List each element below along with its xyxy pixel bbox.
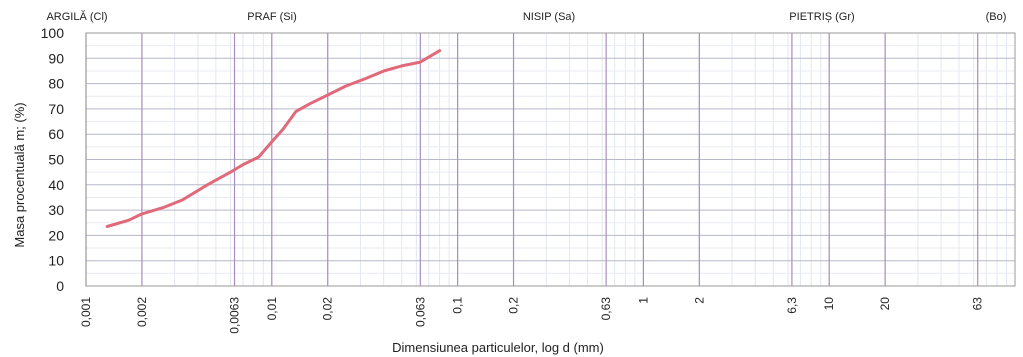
plot-frame (85, 32, 1016, 287)
zone-label-silt: PRAF (Si) (247, 11, 297, 23)
y-tick-label: 100 (41, 25, 65, 41)
y-tick-label: 80 (48, 76, 64, 92)
x-tick-label: 1 (636, 297, 650, 304)
x-axis-ticks: 0,001 0,002 0,0063 0,01 0,02 0,063 0,1 0,2 0,63 1… (79, 297, 985, 334)
x-tick-label: 0,063 (413, 297, 427, 327)
x-tick-label: 6,3 (785, 297, 799, 314)
x-tick-label: 10 (822, 297, 836, 311)
x-tick-label: 0,001 (79, 297, 93, 327)
x-tick-label: 2 (692, 297, 706, 304)
y-tick-label: 40 (48, 177, 64, 193)
x-axis-title: Dimensiunea particulelor, log d (mm) (392, 340, 604, 355)
y-tick-label: 70 (48, 101, 64, 117)
series-layer (105, 49, 442, 228)
y-tick-label: 90 (48, 50, 64, 66)
x-tick-label: 0,1 (451, 297, 465, 314)
y-tick-label: 60 (48, 126, 64, 142)
y-tick-label: 20 (48, 227, 64, 243)
zone-label-gravel: PIETRIȘ (Gr) (789, 11, 854, 23)
x-tick-label: 0,02 (321, 297, 335, 321)
x-tick-label: 63 (971, 297, 985, 311)
y-axis-title: Masa procentuală m; (%) (12, 102, 27, 247)
x-tick-label: 0,63 (599, 297, 613, 321)
x-tick-label: 0,01 (265, 297, 279, 321)
y-tick-label: 10 (48, 253, 64, 269)
y-tick-label: 50 (48, 152, 64, 168)
x-tick-label: 20 (878, 297, 892, 311)
y-tick-label: 30 (48, 202, 64, 218)
zone-label-clay: ARGILĂ (Cl) (46, 10, 107, 23)
x-tick-label: 0,2 (507, 297, 521, 314)
x-tick-label: 0,0063 (228, 297, 242, 334)
zone-label-boulders: (Bo) (986, 11, 1007, 23)
zone-label-sand: NISIP (Sa) (523, 11, 575, 23)
x-tick-label: 0,002 (135, 297, 149, 327)
y-tick-label: 0 (56, 278, 64, 294)
grading-curve-line (105, 49, 442, 228)
